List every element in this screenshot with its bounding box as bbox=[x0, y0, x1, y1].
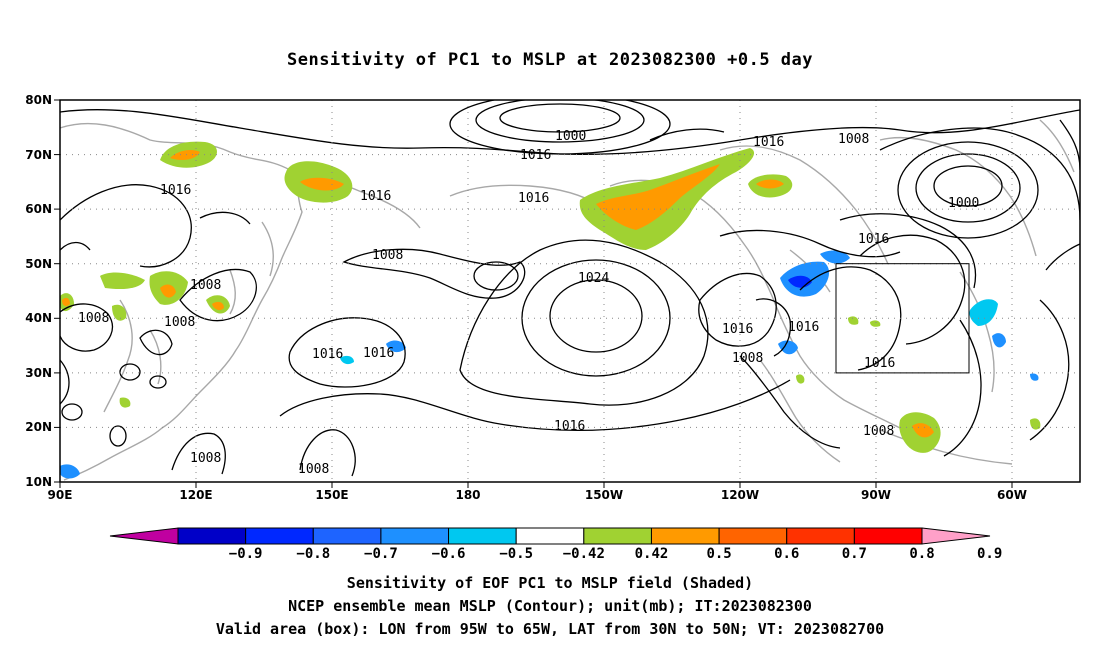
mslp-contours bbox=[60, 100, 1080, 477]
lat-tick-label: 70N bbox=[25, 148, 52, 162]
axis-tick-marks bbox=[54, 99, 1013, 488]
contour-label: 1016 bbox=[864, 356, 895, 371]
valid-area-box bbox=[835, 263, 970, 374]
caption-line-1: Sensitivity of EOF PC1 to MSLP field (Sh… bbox=[346, 574, 754, 592]
colorbar-label: 0.5 bbox=[706, 546, 731, 562]
colorbar-swatch bbox=[583, 527, 652, 545]
lon-tick-label: 150E bbox=[315, 488, 348, 502]
contour-label: 1008 bbox=[190, 451, 221, 466]
lon-tick-label: 150W bbox=[585, 488, 623, 502]
colorbar-swatch bbox=[650, 527, 720, 545]
colorbar-swatch bbox=[718, 527, 788, 545]
colorbar-swatch bbox=[448, 527, 517, 545]
colorbar-label: 0.9 bbox=[977, 546, 1002, 562]
contour-label: 1016 bbox=[160, 183, 191, 198]
colorbar-end-high bbox=[921, 527, 991, 545]
lon-tick-label: 60W bbox=[997, 488, 1027, 502]
lon-tick-label: 120E bbox=[179, 488, 212, 502]
contour-label: 1008 bbox=[164, 315, 195, 330]
plot-title: Sensitivity of PC1 to MSLP at 2023082300… bbox=[286, 50, 813, 70]
contour-label: 1016 bbox=[360, 189, 391, 204]
contour-label: 1008 bbox=[298, 462, 329, 477]
colorbar-label: −0.9 bbox=[229, 546, 263, 562]
lon-tick-label: 90E bbox=[48, 488, 73, 502]
colorbar-label: −0.6 bbox=[432, 546, 466, 562]
colorbar: −0.9 −0.8 −0.7 −0.6 −0.5 −0.42 0.42 0.5 0.6 0.7 0.… bbox=[109, 527, 1002, 562]
lat-tick-label: 10N bbox=[25, 475, 52, 489]
colorbar-swatch bbox=[786, 527, 855, 545]
colorbar-label: −0.8 bbox=[296, 546, 330, 562]
contour-label: 1016 bbox=[312, 347, 343, 362]
contour-label: 1000 bbox=[555, 129, 586, 144]
lat-tick-label: 20N bbox=[25, 420, 52, 434]
colorbar-label: −0.42 bbox=[563, 546, 605, 562]
colorbar-label: −0.5 bbox=[499, 546, 533, 562]
colorbar-swatch bbox=[515, 527, 585, 545]
longitude-labels: 90E 120E 150E 180 150W 120W 90W 60W bbox=[48, 488, 1027, 502]
contour-label: 1016 bbox=[520, 148, 551, 163]
lat-tick-label: 30N bbox=[25, 366, 52, 380]
coastlines bbox=[60, 119, 1075, 481]
colorbar-swatch bbox=[177, 527, 247, 545]
contour-label: 1008 bbox=[838, 132, 869, 147]
colorbar-label: 0.42 bbox=[635, 546, 669, 562]
colorbar-swatch bbox=[312, 527, 382, 545]
contour-label: 1008 bbox=[78, 311, 109, 326]
lon-tick-label: 120W bbox=[721, 488, 759, 502]
contour-label: 1008 bbox=[190, 278, 221, 293]
contour-label: 1016 bbox=[722, 322, 753, 337]
contour-label-group: 1000 1016 1016 1016 1016 1008 1000 1016 … bbox=[78, 129, 979, 477]
contour-label: 1000 bbox=[948, 196, 979, 211]
colorbar-label: 0.6 bbox=[774, 546, 799, 562]
contour-label: 1016 bbox=[858, 232, 889, 247]
colorbar-swatch bbox=[853, 527, 923, 545]
lon-tick-label: 90W bbox=[861, 488, 891, 502]
lat-tick-label: 50N bbox=[25, 257, 52, 271]
lat-tick-label: 60N bbox=[25, 202, 52, 216]
contour-label: 1008 bbox=[863, 424, 894, 439]
colorbar-label: 0.8 bbox=[909, 546, 934, 562]
latitude-labels: 80N 70N 60N 50N 40N 30N 20N 10N bbox=[25, 93, 52, 489]
contour-label: 1024 bbox=[578, 271, 609, 286]
colorbar-swatch bbox=[245, 527, 314, 545]
grid-lines bbox=[60, 100, 1080, 482]
contour-label: 1016 bbox=[363, 346, 394, 361]
caption-line-2: NCEP ensemble mean MSLP (Contour); unit(… bbox=[288, 597, 812, 615]
lon-tick-label: 180 bbox=[455, 488, 480, 502]
lat-tick-label: 80N bbox=[25, 93, 52, 107]
lat-tick-label: 40N bbox=[25, 311, 52, 325]
plot-frame bbox=[59, 99, 1081, 483]
contour-label: 1016 bbox=[753, 135, 784, 150]
colorbar-end-low bbox=[109, 527, 179, 545]
colorbar-label: −0.7 bbox=[364, 546, 398, 562]
contour-label: 1016 bbox=[518, 191, 549, 206]
contour-label: 1008 bbox=[372, 248, 403, 263]
caption-line-3: Valid area (box): LON from 95W to 65W, L… bbox=[215, 620, 885, 638]
positive-sensitivity-shading bbox=[60, 141, 1041, 453]
colorbar-label: 0.7 bbox=[842, 546, 867, 562]
contour-label: 1016 bbox=[554, 419, 585, 434]
contour-label: 1016 bbox=[788, 320, 819, 335]
colorbar-swatch bbox=[380, 527, 450, 545]
contour-label: 1008 bbox=[732, 351, 763, 366]
negative-sensitivity-shading bbox=[60, 250, 1039, 479]
